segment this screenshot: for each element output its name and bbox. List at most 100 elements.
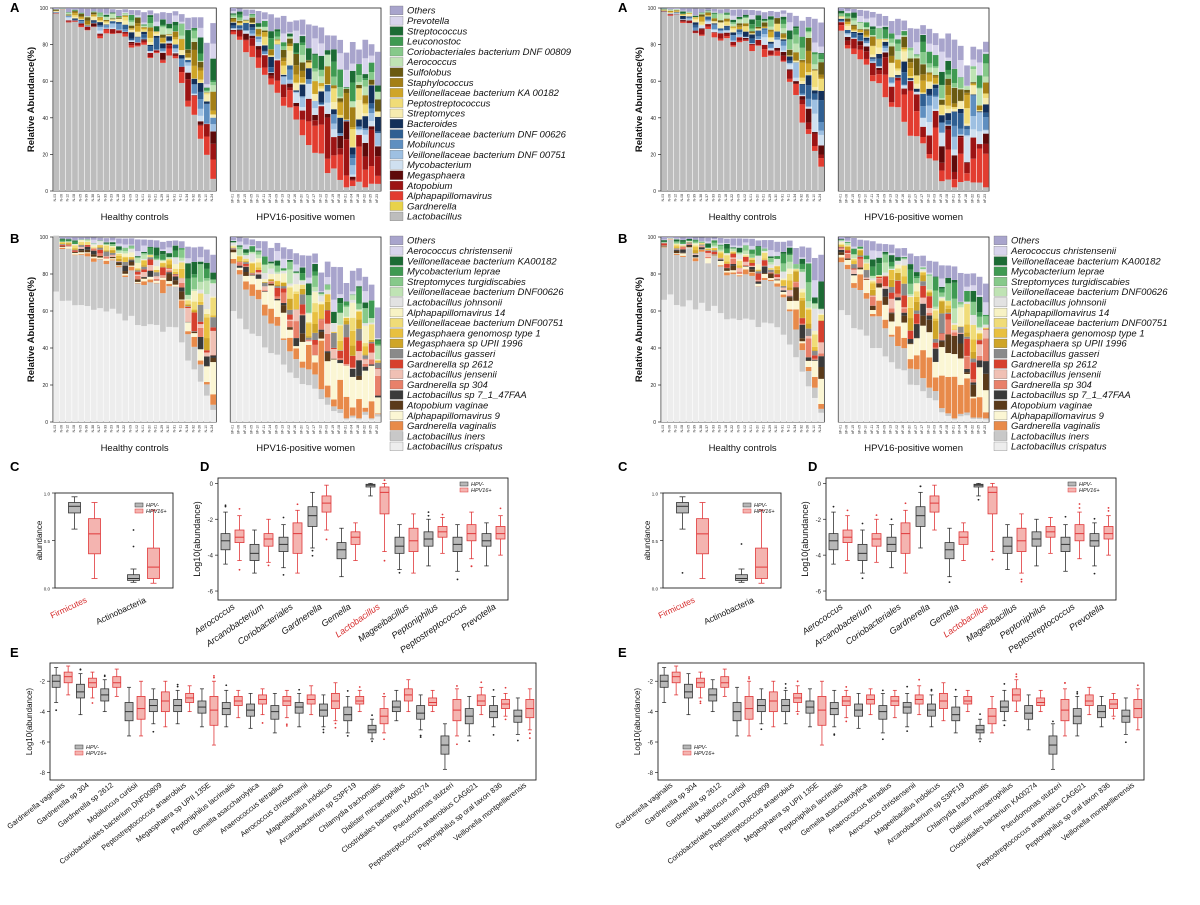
stacked-bar-segment — [889, 21, 895, 33]
stacked-bar-segment — [293, 310, 299, 321]
stacked-bar-segment — [337, 303, 343, 313]
stacked-bar-segment — [914, 54, 920, 55]
stacked-bar-segment — [319, 304, 325, 318]
stacked-bar-segment — [870, 241, 876, 250]
stacked-bar-segment — [781, 14, 787, 17]
stacked-bar-segment — [883, 39, 889, 40]
stacked-bar-segment — [210, 160, 216, 179]
stacked-bar-segment — [889, 43, 895, 46]
stacked-bar-segment — [864, 278, 870, 279]
stacked-bar-segment — [122, 9, 128, 12]
legend-label-hpvpos: HPV16+ — [1079, 488, 1100, 494]
stacked-bar-segment — [78, 245, 84, 247]
stacked-bar-segment — [198, 109, 204, 116]
stacked-bar-segment — [262, 32, 268, 37]
stacked-bar-segment — [851, 32, 857, 33]
stacked-bar-segment — [806, 386, 812, 422]
stacked-bar-segment — [375, 112, 381, 117]
stacked-bar-segment — [977, 360, 983, 367]
stacked-bar-segment — [179, 283, 185, 288]
stacked-bar-segment — [166, 253, 172, 257]
stacked-bar-segment — [129, 252, 135, 257]
stacked-bar-segment — [173, 275, 179, 276]
stacked-bar-segment — [148, 247, 154, 248]
legend-swatch — [390, 308, 403, 317]
stacked-bar-segment — [173, 287, 179, 328]
stacked-bar-segment — [104, 252, 110, 257]
sample-tick-label: N-30 — [166, 425, 170, 432]
stacked-bar-segment — [839, 310, 845, 422]
stacked-bar-segment — [774, 287, 780, 328]
stacked-bar-segment — [762, 30, 768, 34]
stacked-bar-segment — [812, 100, 818, 114]
stacked-bar-segment — [756, 246, 762, 247]
stacked-bar-segment — [237, 20, 243, 21]
outlier-point — [456, 743, 458, 745]
stacked-bar-segment — [908, 48, 914, 51]
outlier-point — [760, 728, 762, 730]
stacked-bar-segment — [369, 166, 375, 184]
stacked-bar-segment — [693, 261, 699, 309]
stacked-bar-segment — [920, 94, 926, 106]
stacked-bar-segment — [889, 280, 895, 287]
sample-tick-label: N-09 — [737, 194, 741, 201]
stacked-bar-segment — [724, 243, 730, 244]
stacked-bar-segment — [889, 313, 895, 314]
stacked-bar-segment — [857, 274, 863, 290]
stacked-bar-segment — [724, 268, 730, 271]
stacked-bar-segment — [110, 242, 116, 244]
stacked-bar-segment — [970, 359, 976, 363]
stacked-bar-segment — [977, 111, 983, 112]
y-tick-label: 0 — [210, 482, 214, 488]
stacked-bar-segment — [210, 82, 216, 85]
sample-tick-label: N-10 — [204, 194, 208, 201]
sample-tick-label: N-39 — [85, 425, 89, 432]
stacked-bar-segment — [191, 337, 197, 347]
stacked-bar-segment — [191, 28, 197, 30]
stacked-bar-segment — [743, 18, 749, 24]
stacked-bar-segment — [686, 20, 692, 21]
y-axis-label: Log10(abundance) — [800, 501, 810, 577]
stacked-bar-segment — [958, 78, 964, 88]
stacked-bar-segment — [952, 419, 958, 422]
sample-tick-label: N-20 — [147, 425, 151, 432]
stacked-bar-segment — [705, 13, 711, 14]
stacked-bar-segment — [686, 16, 692, 17]
stacked-bar-segment — [939, 287, 945, 289]
stacked-bar-segment — [237, 31, 243, 37]
stacked-bar-segment — [300, 255, 306, 266]
stacked-bar-segment — [705, 27, 711, 29]
stacked-bar-segment — [237, 8, 243, 11]
sample-tick-label: bF-17 — [312, 194, 316, 203]
outlier-point — [1113, 718, 1115, 720]
stacked-bar-segment — [762, 34, 768, 37]
stacked-bar-segment — [369, 364, 375, 365]
stacked-bar-segment — [319, 320, 325, 330]
stacked-bar-segment — [369, 285, 375, 300]
stacked-bar-segment — [686, 8, 692, 11]
stacked-bar-segment — [160, 261, 166, 263]
stacked-bar-segment — [870, 348, 876, 422]
stacked-bar-segment — [243, 329, 249, 422]
stacked-bar-segment — [204, 281, 210, 294]
stacked-bar-segment — [293, 120, 299, 191]
stacked-bar-segment — [243, 261, 249, 262]
stacked-bar-segment — [952, 330, 958, 332]
stacked-bar-segment — [256, 290, 262, 299]
stacked-bar-segment — [799, 59, 805, 60]
box-iqr — [221, 534, 230, 550]
stacked-bar-segment — [198, 83, 204, 92]
stacked-bar-segment — [851, 18, 857, 21]
stacked-bar-segment — [375, 99, 381, 111]
stacked-bar-segment — [806, 99, 812, 107]
stacked-bar-segment — [356, 311, 362, 312]
stacked-bar-segment — [243, 264, 249, 266]
stacked-bar-segment — [141, 326, 147, 422]
stacked-bar-segment — [674, 239, 680, 240]
stacked-bar-segment — [160, 242, 166, 249]
stacked-bar-segment — [173, 251, 179, 258]
stacked-bar-segment — [300, 77, 306, 82]
stacked-bar-segment — [97, 238, 103, 241]
stacked-bar-segment — [693, 28, 699, 31]
stacked-bar-segment — [356, 85, 362, 88]
